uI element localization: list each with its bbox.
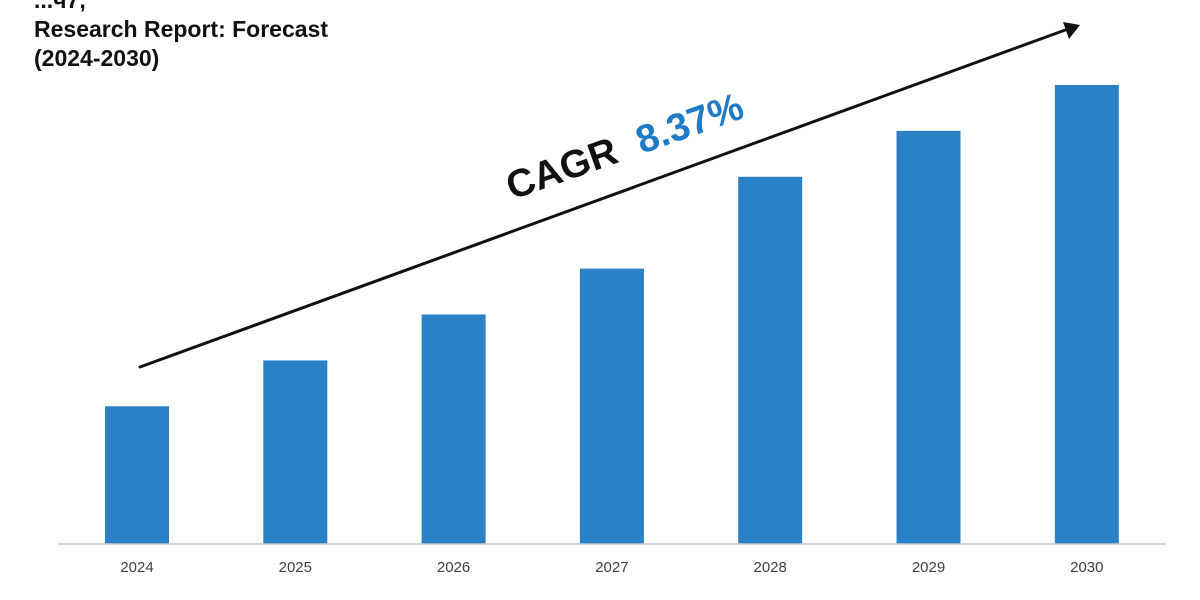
x-tick-label-2029: 2029 (912, 559, 945, 576)
x-tick-label-2030: 2030 (1070, 559, 1103, 576)
title-line-2: Research Report: Forecast (34, 16, 328, 42)
bars (105, 85, 1119, 545)
trend-arrow-line (138, 27, 1070, 369)
bar-2029 (896, 130, 961, 544)
x-tick-labels: 2024 2025 2026 2027 2028 2029 2030 (120, 559, 1103, 576)
bar-2028 (738, 176, 803, 545)
x-tick-label-2026: 2026 (437, 559, 470, 576)
bar-2026 (421, 314, 486, 544)
bar-2024 (105, 406, 169, 544)
x-tick-label-2027: 2027 (595, 559, 628, 576)
x-tick-label-2024: 2024 (120, 559, 153, 576)
title-line-3: (2024-2030) (34, 45, 160, 71)
trend-arrow-head-icon (1063, 22, 1080, 39)
x-tick-label-2025: 2025 (279, 559, 312, 576)
x-tick-label-2028: 2028 (754, 559, 787, 576)
bar-2025 (263, 360, 328, 544)
chart-title: ...ч7, Research Report: Forecast (2024-2… (34, 0, 454, 73)
bar-2030 (1054, 85, 1119, 544)
trend-arrow (138, 22, 1080, 369)
title-line-1: ...ч7, (34, 0, 86, 13)
bar-2027 (579, 268, 644, 544)
